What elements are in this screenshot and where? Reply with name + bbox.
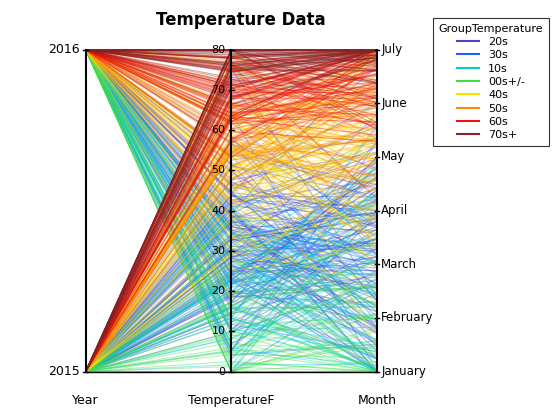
Text: 60: 60 bbox=[212, 125, 226, 135]
Text: July: July bbox=[381, 43, 403, 56]
Text: 2015: 2015 bbox=[48, 365, 80, 378]
Text: Month: Month bbox=[357, 394, 396, 407]
Text: 50: 50 bbox=[212, 165, 226, 176]
Text: May: May bbox=[381, 150, 406, 163]
Title: Temperature Data: Temperature Data bbox=[156, 11, 325, 29]
Text: March: March bbox=[381, 258, 417, 271]
Text: June: June bbox=[381, 97, 407, 110]
Text: 10: 10 bbox=[212, 326, 226, 336]
Legend: 20s, 30s, 10s, 00s+/-, 40s, 50s, 60s, 70s+: 20s, 30s, 10s, 00s+/-, 40s, 50s, 60s, 70… bbox=[433, 18, 549, 146]
Text: TemperatureF: TemperatureF bbox=[188, 394, 274, 407]
Text: 70: 70 bbox=[211, 85, 226, 95]
Text: 80: 80 bbox=[211, 45, 226, 55]
Text: 0: 0 bbox=[218, 367, 226, 377]
Text: Year: Year bbox=[72, 394, 99, 407]
Text: February: February bbox=[381, 311, 434, 324]
Text: 20: 20 bbox=[211, 286, 226, 296]
Text: April: April bbox=[381, 204, 409, 217]
Text: 30: 30 bbox=[212, 246, 226, 256]
Text: January: January bbox=[381, 365, 426, 378]
Text: 40: 40 bbox=[211, 206, 226, 215]
Text: 2016: 2016 bbox=[48, 43, 80, 56]
